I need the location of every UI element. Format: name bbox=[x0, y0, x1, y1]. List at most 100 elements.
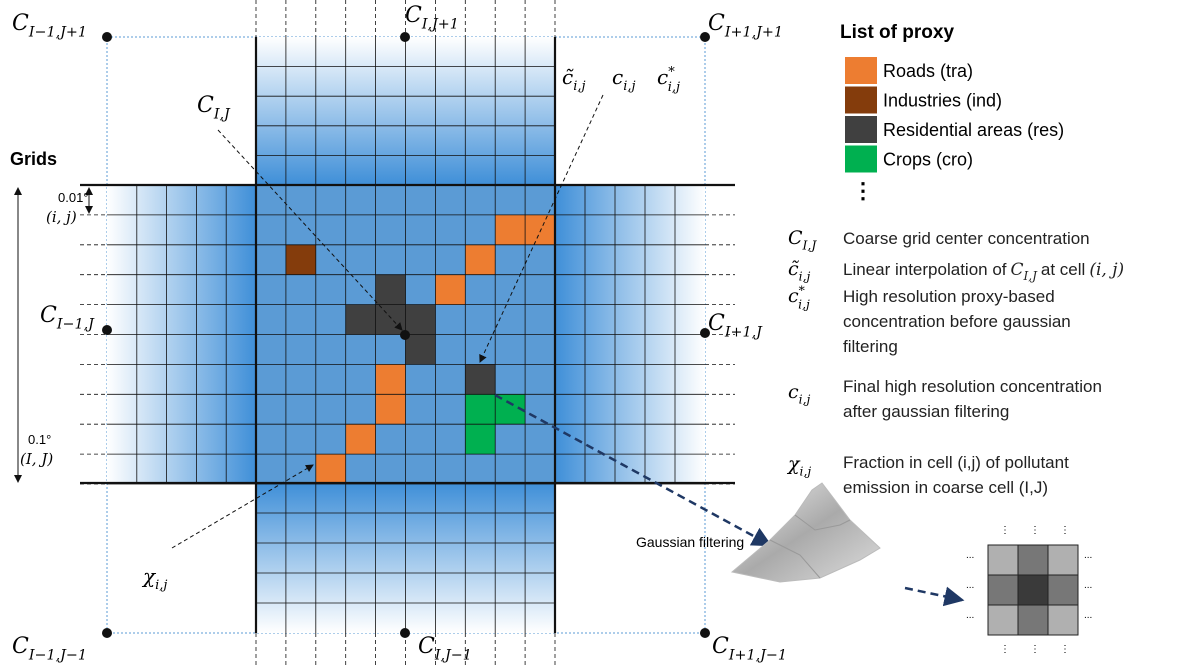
labels: CI−1,J+1CI,J+1 CI+1,J+1CI−1,JCI,JCI+1,JCI… bbox=[12, 3, 1124, 664]
math-label: ci,j bbox=[788, 381, 811, 407]
kernel-cell bbox=[1017, 544, 1049, 576]
definition-line: High resolution proxy-based bbox=[843, 287, 1055, 306]
legend-title: List of proxy bbox=[840, 22, 954, 43]
band-left bbox=[107, 185, 256, 483]
legend-swatch bbox=[845, 145, 877, 173]
definition-cell: (i, j) bbox=[1089, 260, 1124, 280]
proxy-cell bbox=[405, 304, 436, 335]
math-base: C bbox=[197, 93, 214, 118]
svg-text:⋮: ⋮ bbox=[1030, 644, 1040, 655]
coarse-center bbox=[400, 628, 410, 638]
proxy-cell bbox=[345, 424, 376, 455]
svg-text:...: ... bbox=[966, 550, 974, 561]
math-sub: i,j bbox=[799, 393, 811, 407]
math-base: c̃ bbox=[562, 65, 574, 89]
math-label: CI,J−1 bbox=[418, 634, 472, 664]
math-label: c* i,j bbox=[657, 65, 680, 95]
proxy-cell bbox=[345, 304, 376, 335]
math-sub: i,j bbox=[623, 79, 635, 94]
gaussian-surface bbox=[794, 514, 851, 531]
math-sub: I+1,J+1 bbox=[724, 25, 783, 41]
arrow bbox=[217, 129, 403, 331]
math-sub: I−1,J+1 bbox=[28, 25, 87, 41]
arrow bbox=[494, 393, 773, 547]
definition-line: concentration before gaussian bbox=[843, 312, 1071, 331]
arrow bbox=[171, 464, 314, 549]
svg-text:...: ... bbox=[966, 610, 974, 621]
svg-text:...: ... bbox=[1084, 610, 1092, 621]
fine-index: (i, j) bbox=[46, 208, 77, 226]
svg-text:⋮: ⋮ bbox=[1030, 525, 1040, 536]
proxy-cell bbox=[375, 304, 406, 335]
definition-line: Linear interpolation of bbox=[843, 260, 1007, 279]
legend-label: Residential areas (res) bbox=[883, 120, 1064, 140]
math-label: CI,J bbox=[197, 93, 231, 123]
definition-text: filtering bbox=[843, 337, 898, 356]
proxy-cell bbox=[435, 274, 466, 305]
definition-text: Fraction in cell (i,j) of pollutant bbox=[843, 453, 1069, 472]
coarse-center bbox=[102, 325, 112, 335]
math-label: CI−1,J+1 bbox=[12, 11, 87, 41]
definition-text: Final high resolution concentration bbox=[843, 377, 1102, 396]
proxy-cell bbox=[375, 274, 406, 305]
coarse-size: 0.1° bbox=[28, 432, 51, 447]
math-sub: i,j bbox=[800, 465, 812, 479]
legend-label: Roads (tra) bbox=[883, 61, 973, 81]
proxy-cell bbox=[465, 424, 496, 455]
math-base: C bbox=[418, 634, 435, 659]
proxy-cell bbox=[465, 394, 496, 425]
grids-title: Grids bbox=[10, 149, 57, 169]
math-label: CI+1,J+1 bbox=[708, 11, 783, 41]
definition-text: Linear interpolation of CI,J at cell (i, j) bbox=[843, 260, 1124, 283]
math-sup: * bbox=[799, 283, 805, 297]
definition-line: after gaussian filtering bbox=[843, 402, 1009, 421]
kernel-cell bbox=[987, 544, 1019, 576]
definition-text: Coarse grid center concentration bbox=[843, 229, 1090, 248]
math-base: c bbox=[788, 381, 799, 403]
math-sub: I,J bbox=[213, 107, 231, 123]
math-sub: i,j bbox=[668, 80, 680, 95]
coarse-center bbox=[102, 32, 112, 42]
math-sub: i,j bbox=[798, 298, 810, 312]
math-label: c̃i,j bbox=[788, 258, 811, 284]
definition-text: High resolution proxy-based bbox=[843, 287, 1055, 306]
proxy-cells bbox=[285, 214, 555, 484]
proxy-cell bbox=[375, 394, 406, 425]
gaussian-surface bbox=[730, 482, 881, 583]
math-label: χi,j bbox=[141, 564, 167, 593]
kernel-cell bbox=[1047, 574, 1079, 606]
math-base: c bbox=[657, 65, 668, 89]
coarse-center bbox=[102, 628, 112, 638]
legend-more: ⋮ bbox=[852, 178, 874, 203]
proxy-cell bbox=[495, 214, 526, 245]
math-base: C bbox=[712, 634, 729, 659]
definition-text: emission in coarse cell (I,J) bbox=[843, 478, 1048, 497]
math-base: χ bbox=[786, 453, 801, 475]
math-label: CI+1,J bbox=[708, 311, 763, 341]
kernel-cell bbox=[987, 574, 1019, 606]
math-label: CI−1,J bbox=[40, 303, 95, 333]
math-base: C bbox=[40, 303, 57, 328]
math-base: c bbox=[788, 285, 799, 307]
kernel-cell bbox=[1047, 604, 1079, 636]
proxy-cell bbox=[525, 214, 555, 245]
math-sub: I−1,J−1 bbox=[28, 648, 87, 664]
math-sub: I+1,J bbox=[724, 325, 763, 341]
math-label: CI,J bbox=[788, 227, 817, 253]
math-sup: * bbox=[668, 65, 675, 80]
svg-text:⋮: ⋮ bbox=[1060, 525, 1070, 536]
math-sub: I,J bbox=[1023, 269, 1039, 283]
math-base: c̃ bbox=[788, 258, 800, 280]
proxy-cell bbox=[315, 454, 346, 484]
legend-label: Industries (ind) bbox=[883, 91, 1002, 111]
proxy-cell bbox=[465, 364, 496, 395]
svg-text:⋮: ⋮ bbox=[1000, 525, 1010, 536]
math-base: C bbox=[405, 3, 422, 28]
fine-size: 0.01° bbox=[58, 190, 89, 205]
kernel: ⋮ ⋮ ⋮ ⋮ ⋮ ⋮ ......... ......... bbox=[966, 525, 1092, 655]
definition-line: Coarse grid center concentration bbox=[843, 229, 1090, 248]
math-label: χi,j bbox=[786, 453, 811, 479]
gaussian-label: Gaussian filtering bbox=[636, 534, 744, 550]
math-label: c̃i,j bbox=[562, 65, 586, 94]
